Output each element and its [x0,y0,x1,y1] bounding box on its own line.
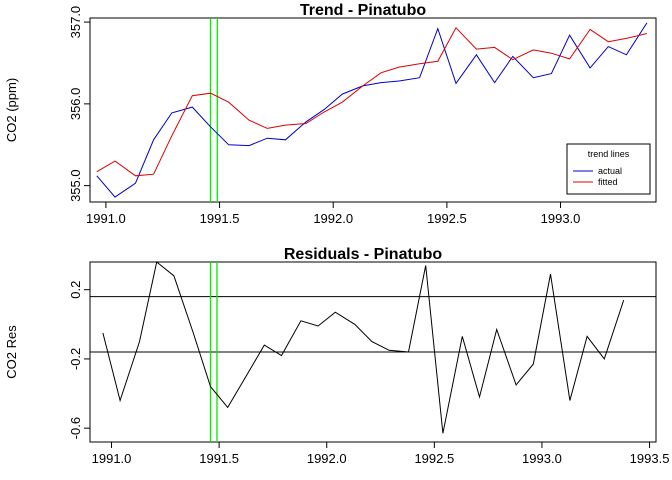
y-tick-label: -0.2 [68,348,83,370]
x-tick-label: 1991.0 [92,451,132,466]
x-tick-label: 1993.0 [522,451,562,466]
residuals-panel: Residuals - Pinatubo CO2 Res 1991.0 1991.5 1… [4,246,669,466]
x-tick-label: 1992.0 [307,451,347,466]
plot-frame [89,17,657,203]
legend-label-fitted: fitted [598,177,618,187]
y-tick-label: 356.0 [68,88,83,121]
series-line-residual [102,261,625,434]
legend-box [566,143,651,195]
x-tick-label: 1993.5 [630,451,670,466]
y-tick-label: -0.6 [68,417,83,439]
series-line-actual [96,22,648,198]
y-axis-label: CO2 (ppm) [4,78,19,142]
chart-title: Residuals - Pinatubo [284,246,442,263]
legend-title: trend lines [588,149,630,159]
trend-panel: Trend - Pinatubo CO2 (ppm) 1991.0 1991.5 199… [4,2,657,226]
x-tick-label: 1991.5 [200,211,240,226]
legend-label-actual: actual [598,166,622,176]
x-tick-label: 1991.0 [86,211,126,226]
x-tick-label: 1993.0 [541,211,581,226]
y-tick-label: 355.0 [68,169,83,202]
y-axis-label: CO2 Res [4,325,19,379]
x-tick-label: 1992.5 [414,451,454,466]
chart-title: Trend - Pinatubo [300,2,426,19]
y-tick-label: 357.0 [68,6,83,39]
x-tick-label: 1992.0 [313,211,353,226]
series-line-fitted [96,26,648,177]
x-tick-label: 1992.5 [427,211,467,226]
x-tick-label: 1991.5 [199,451,239,466]
y-tick-label: 0.2 [68,281,83,299]
